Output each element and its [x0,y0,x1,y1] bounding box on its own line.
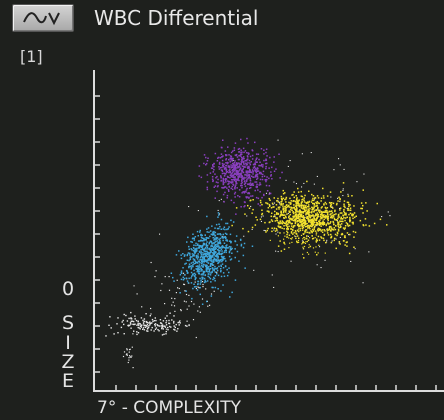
x-axis-label: 7° - COMPLEXITY [97,398,242,418]
lymphocytes-cluster [170,212,254,305]
page-title: WBC Differential [94,6,259,30]
waveform-icon [23,12,60,26]
monocytes-cluster [198,137,283,215]
waveform-mode-button[interactable] [12,4,74,32]
y-axis-number: 0 [61,278,75,300]
scatter-points [105,137,391,369]
plot-index-label: [1] [20,47,43,66]
y-axis-letter-i: I [65,332,71,354]
y-axis-letter-z: Z [61,351,75,373]
x-axis-ticks [115,385,437,391]
neutrophils-cluster [269,223,326,255]
y-axis-letter-e: E [61,370,74,392]
y-axis-letter-s: S [61,312,75,334]
debris-cluster [105,311,190,337]
debris-cluster [122,333,134,369]
y-axis-ticks [94,95,100,373]
neutrophils-cluster [231,180,388,259]
